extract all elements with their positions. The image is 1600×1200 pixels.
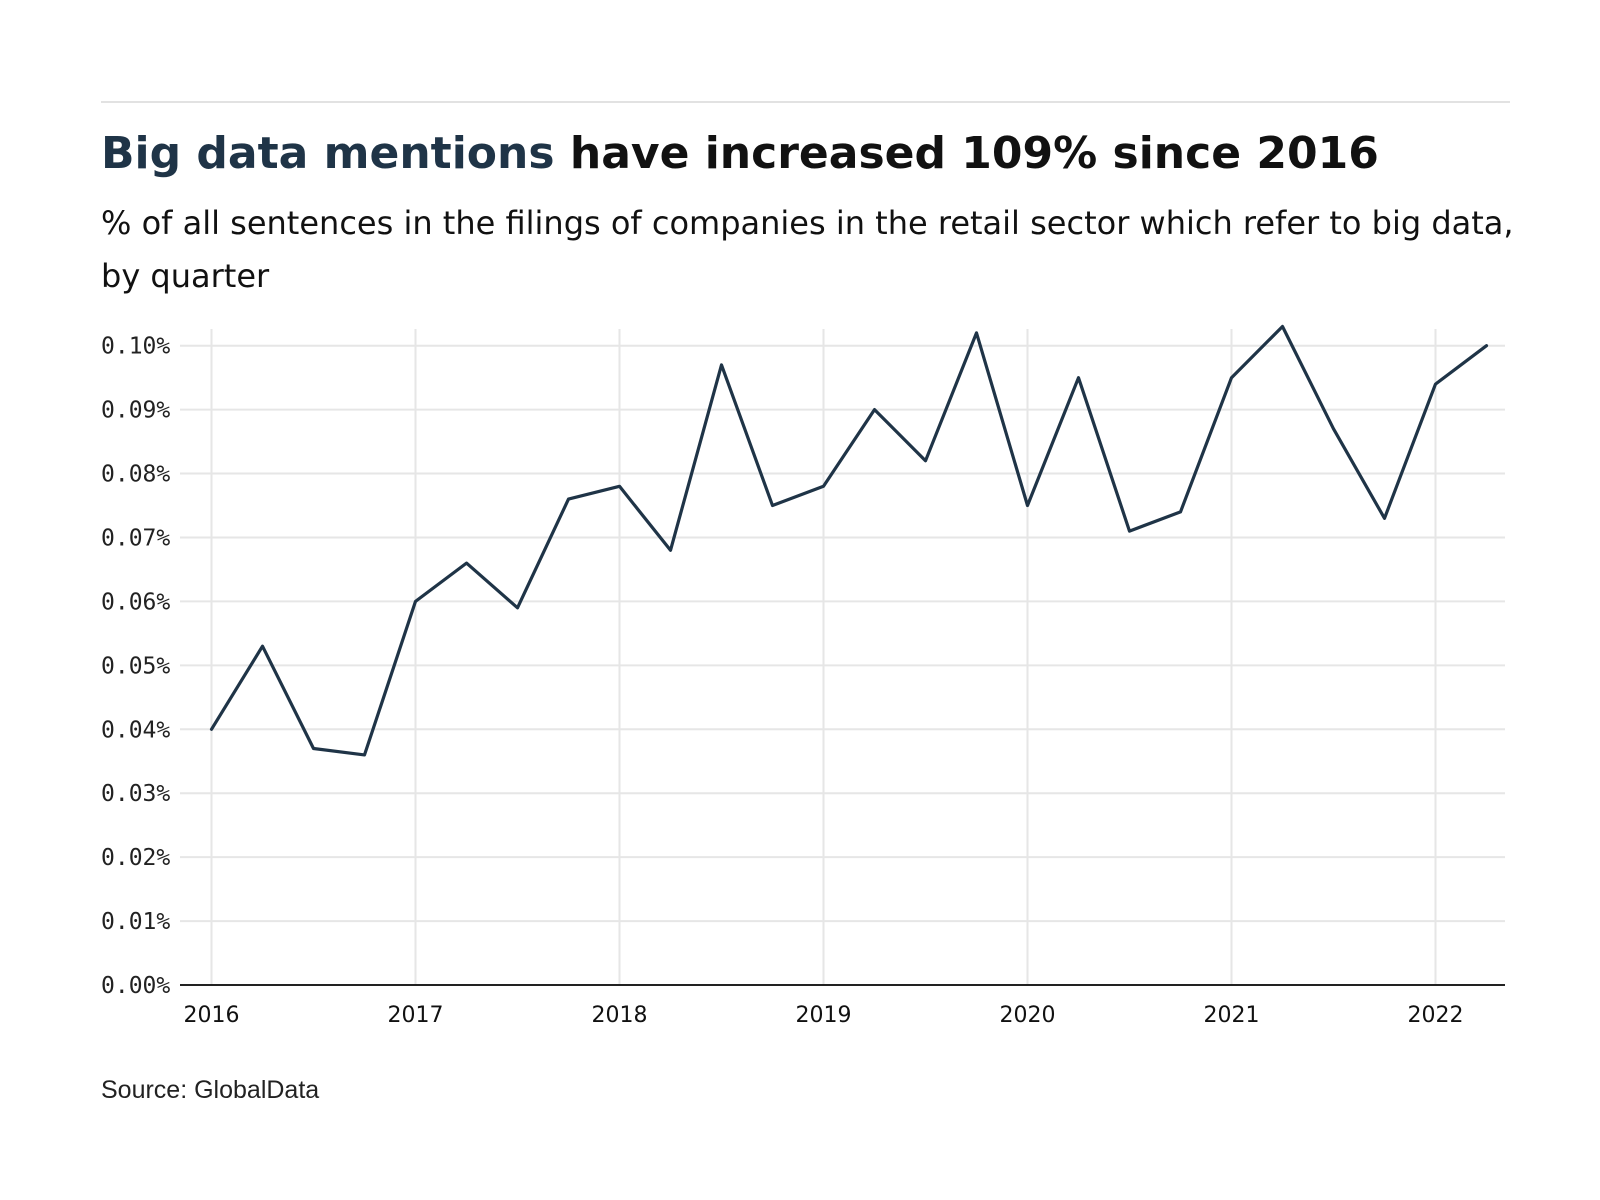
data-point (1383, 516, 1387, 520)
chart-title: Big data mentions have increased 109% si… (101, 126, 1379, 182)
x-tick-label: 2017 (388, 1003, 444, 1028)
x-tick-label: 2021 (1204, 1003, 1260, 1028)
y-tick-label: 0.01% (101, 909, 170, 935)
data-point (261, 644, 265, 648)
title-highlight: Big data mentions (101, 128, 555, 179)
series-line (209, 324, 1489, 757)
data-point (618, 484, 622, 488)
data-point (1179, 510, 1183, 514)
data-point (1230, 376, 1234, 380)
horizontal-gridlines (180, 344, 1505, 923)
data-point (1026, 504, 1030, 508)
data-point (465, 561, 469, 565)
title-rest: have increased 109% since 2016 (554, 128, 1379, 179)
y-axis-tick-labels: 0.00% 0.01% 0.02% 0.03% 0.04% 0.05% 0.06% 0.07%… (101, 334, 170, 999)
chart-subtitle: % of all sentences in the filings of com… (101, 204, 1514, 295)
y-tick-label: 0.03% (101, 781, 170, 807)
x-tick-label: 2020 (1000, 1003, 1056, 1028)
data-point (1332, 427, 1336, 431)
data-point (771, 504, 775, 508)
y-tick-label: 0.05% (101, 653, 170, 679)
data-point (924, 459, 928, 463)
data-point (363, 753, 367, 757)
source-note: Source: GlobalData (101, 1076, 320, 1104)
y-tick-label: 0.10% (101, 334, 170, 360)
data-point (1434, 382, 1438, 386)
x-tick-label: 2022 (1408, 1003, 1464, 1028)
vertical-gridlines (210, 329, 1437, 985)
data-point (720, 363, 724, 367)
top-rule (101, 101, 1510, 103)
x-tick-label: 2016 (184, 1003, 240, 1028)
data-points (210, 325, 1489, 757)
data-point (1281, 325, 1285, 329)
y-tick-label: 0.04% (101, 717, 170, 743)
data-point (669, 548, 673, 552)
data-point (516, 606, 520, 610)
y-tick-label: 0.06% (101, 589, 170, 615)
y-tick-label: 0.08% (101, 462, 170, 488)
data-point (1077, 376, 1081, 380)
data-point (1485, 344, 1489, 348)
y-tick-label: 0.00% (101, 973, 170, 999)
data-point (414, 599, 418, 603)
data-point (1128, 529, 1132, 533)
data-point (975, 331, 979, 335)
x-axis-tick-labels: 2016 2017 2018 2019 2020 2021 2022 (184, 1003, 1464, 1028)
x-tick-label: 2019 (796, 1003, 852, 1028)
y-tick-label: 0.07% (101, 525, 170, 551)
data-point (567, 497, 571, 501)
y-tick-label: 0.02% (101, 845, 170, 871)
data-point (822, 484, 826, 488)
data-point (210, 727, 214, 731)
x-tick-label: 2018 (592, 1003, 648, 1028)
y-tick-label: 0.09% (101, 398, 170, 424)
data-point (873, 408, 877, 412)
data-point (312, 747, 316, 751)
line-chart: 0.00% 0.01% 0.02% 0.03% 0.04% 0.05% 0.06% 0.07%… (101, 324, 1505, 1028)
